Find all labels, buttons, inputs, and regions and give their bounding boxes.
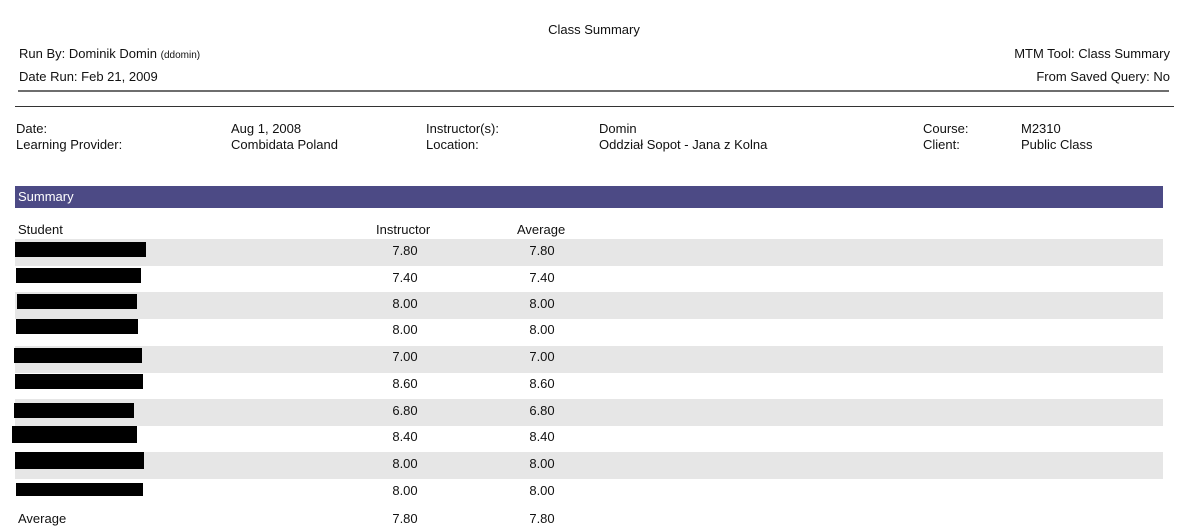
average-score: 8.00 <box>529 322 555 337</box>
average-score: 6.80 <box>529 403 555 418</box>
average-score: 8.60 <box>529 376 555 391</box>
redacted-student-name <box>16 268 141 283</box>
redacted-student-name <box>16 483 143 496</box>
redacted-student-name <box>15 452 144 469</box>
location-label: Location: <box>426 137 479 152</box>
redacted-student-name <box>12 426 137 443</box>
table-row: 7.00 7.00 <box>14 346 1163 373</box>
table-row: 8.60 8.60 <box>15 372 1163 399</box>
table-row: 8.00 8.00 <box>15 452 1163 479</box>
run-by-user: (ddomin) <box>160 50 201 61</box>
date-value: Aug 1, 2008 <box>231 121 302 136</box>
instructor-score: 8.60 <box>392 376 418 391</box>
run-by-label: Run By: Dominik Domin <box>19 46 157 61</box>
summary-section-title: Summary <box>18 189 74 204</box>
course-value: M2310 <box>1021 121 1061 136</box>
average-score: 8.00 <box>529 483 555 498</box>
instructor-score: 7.80 <box>392 243 418 258</box>
provider-value: Combidata Poland <box>231 137 338 152</box>
average-row-average: 7.80 <box>529 511 555 526</box>
redacted-student-name <box>17 294 137 309</box>
instructor-score: 8.00 <box>392 483 418 498</box>
provider-label: Learning Provider: <box>16 137 123 152</box>
instructor-score: 7.00 <box>392 349 418 364</box>
instructor-label: Instructor(s): <box>426 121 499 136</box>
average-score: 7.80 <box>529 243 555 258</box>
instructor-score: 8.40 <box>392 429 418 444</box>
average-score: 8.00 <box>529 456 555 471</box>
instructor-score: 6.80 <box>392 403 418 418</box>
summary-section-header: Summary <box>15 186 1163 208</box>
location-value: Oddział Sopot - Jana z Kolna <box>599 137 768 152</box>
table-row: 8.00 8.00 <box>15 292 1163 319</box>
table-row: 7.40 7.40 <box>15 266 1163 293</box>
instructor-score: 8.00 <box>392 322 418 337</box>
header-divider-thick <box>18 90 1169 92</box>
average-score: 8.00 <box>529 296 555 311</box>
header-divider-thin <box>15 106 1174 107</box>
instructor-score: 7.40 <box>392 270 418 285</box>
instructor-score: 8.00 <box>392 296 418 311</box>
report-title: Class Summary <box>548 22 640 37</box>
redacted-student-name <box>16 319 138 334</box>
average-score: 7.00 <box>529 349 555 364</box>
redacted-student-name <box>14 348 142 363</box>
redacted-student-name <box>14 403 134 418</box>
run-by: Run By: Dominik Domin (ddomin) <box>19 46 200 64</box>
table-row: 8.40 8.40 <box>12 426 1163 453</box>
table-row: 6.80 6.80 <box>14 399 1163 426</box>
client-label: Client: <box>923 137 960 152</box>
table-row: 7.80 7.80 <box>15 239 1163 266</box>
tool-name: MTM Tool: Class Summary <box>1014 46 1170 61</box>
saved-query: From Saved Query: No <box>1036 69 1170 84</box>
date-run: Date Run: Feb 21, 2009 <box>19 69 158 84</box>
course-label: Course: <box>923 121 969 136</box>
instructor-score: 8.00 <box>392 456 418 471</box>
column-header-average: Average <box>517 222 566 237</box>
average-row-label: Average <box>18 511 67 526</box>
column-header-instructor: Instructor <box>376 222 431 237</box>
redacted-student-name <box>15 242 146 257</box>
column-header-student: Student <box>18 222 63 237</box>
average-row-instructor: 7.80 <box>392 511 418 526</box>
table-row: 8.00 8.00 <box>15 319 1163 346</box>
instructor-value: Domin <box>599 121 637 136</box>
average-score: 8.40 <box>529 429 555 444</box>
redacted-student-name <box>15 374 143 389</box>
client-value: Public Class <box>1021 137 1093 152</box>
date-label: Date: <box>16 121 48 136</box>
average-score: 7.40 <box>529 270 555 285</box>
table-row: 8.00 8.00 <box>15 479 1163 506</box>
